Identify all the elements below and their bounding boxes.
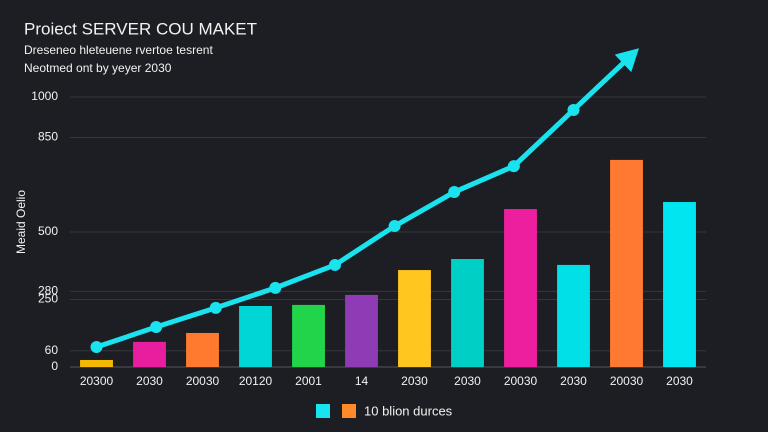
bar [186, 332, 219, 367]
trend-point [448, 186, 461, 199]
x-tick-label: 2030 [401, 374, 428, 388]
x-tick-label: 20030 [610, 374, 644, 388]
bar [504, 209, 537, 367]
x-tick-label: 14 [355, 374, 369, 388]
x-tick-label: 20030 [504, 374, 538, 388]
legend-swatch [316, 404, 330, 418]
bar [239, 305, 272, 367]
y-tick-label: 60 [45, 343, 59, 357]
trend-point [388, 220, 401, 233]
bar [451, 259, 484, 367]
trend-point [150, 321, 163, 334]
x-tick-label: 20120 [239, 374, 273, 388]
chart-title: Proiect SERVER COU MAKET [24, 19, 257, 38]
legend-swatch [342, 404, 356, 418]
trend-point [329, 258, 341, 271]
y-tick-label: 850 [38, 130, 58, 144]
x-tick-label: 2030 [136, 374, 163, 388]
bar [398, 270, 431, 367]
y-tick-label: 500 [38, 224, 58, 238]
trend-arrow-head [614, 48, 640, 73]
trend-point [90, 341, 103, 354]
x-tick-label: 2030 [666, 374, 693, 388]
chart-subtitle: Neotmed ont by yeyer 2030 [24, 61, 172, 75]
bar [80, 359, 113, 367]
x-tick-label: 2030 [560, 374, 587, 388]
legend-label: 10 blion durces [364, 403, 453, 418]
y-tick-label: 1000 [31, 89, 58, 103]
y-tick-label: 280 [38, 284, 58, 298]
bar [663, 202, 696, 367]
y-tick-label: 0 [51, 359, 58, 373]
trend-point [567, 103, 580, 116]
y-axis-label: Meaid Oelio [14, 190, 28, 254]
x-tick-label: 2030 [454, 374, 481, 388]
y-tick-label: 250 [38, 292, 58, 306]
bar [345, 294, 378, 367]
bar [292, 304, 325, 367]
trend-point [269, 281, 282, 294]
x-tick-label: 20030 [186, 374, 220, 388]
bar [557, 264, 590, 367]
trend-arrow-shaft [571, 53, 634, 112]
x-tick-label: 20300 [80, 374, 114, 388]
trend-point [209, 301, 222, 314]
chart-subtitle: Dreseneo hleteuene rvertoe tesrent [24, 43, 213, 57]
x-tick-label: 2001 [295, 374, 322, 388]
bar [610, 159, 643, 367]
trend-line [95, 108, 576, 350]
bar [133, 341, 166, 367]
trend-point [507, 160, 520, 173]
